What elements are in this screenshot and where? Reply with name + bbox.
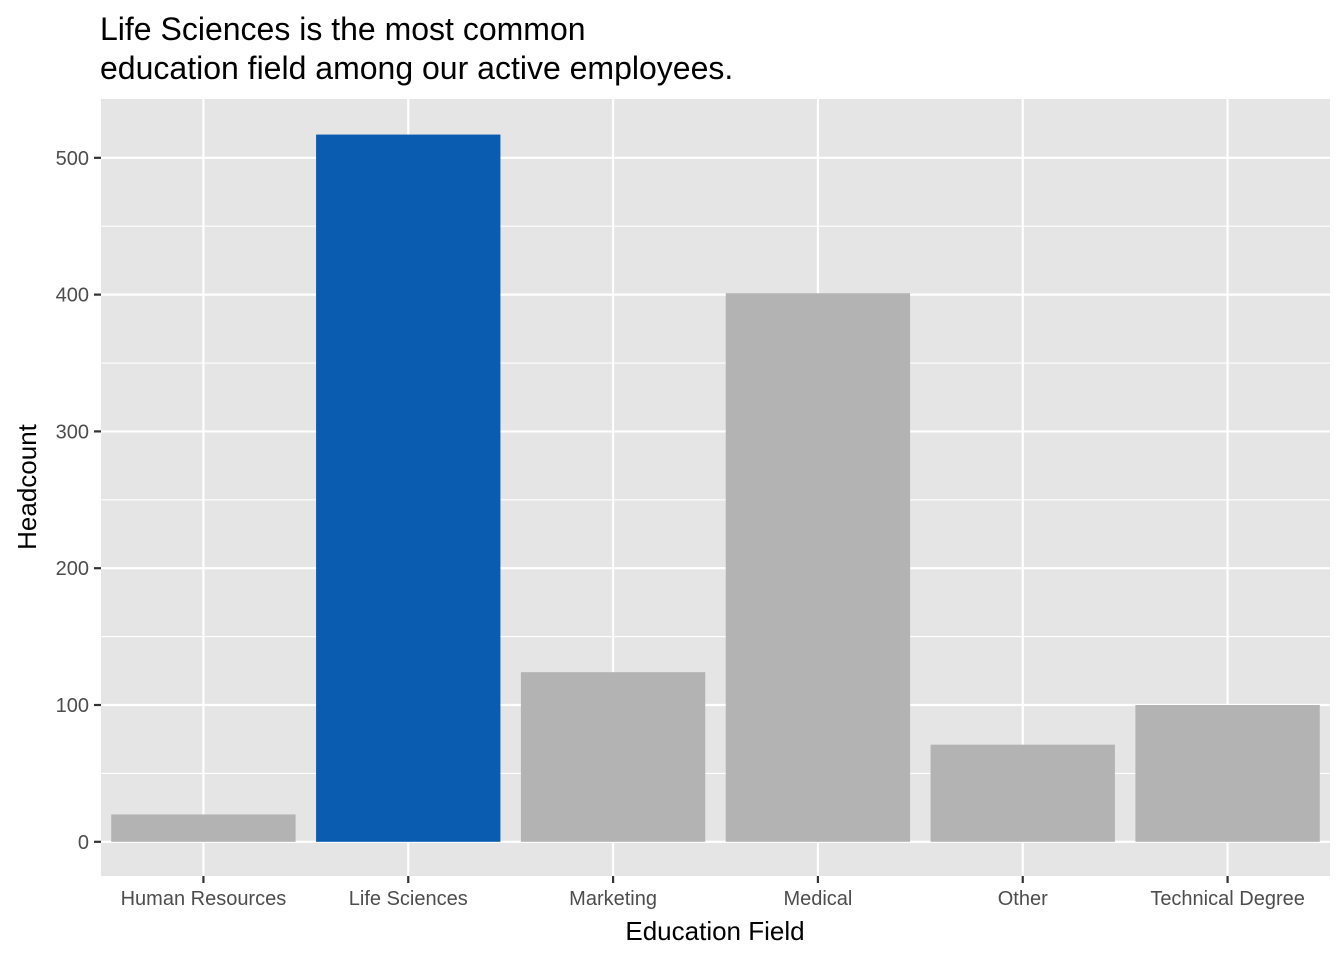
x-tick-label: Marketing (569, 888, 657, 910)
x-axis-title: Education Field (625, 916, 804, 946)
y-tick-label: 400 (56, 285, 89, 307)
bar-life-sciences (316, 134, 501, 842)
chart-title-line-2: education field among our active employe… (100, 50, 733, 86)
bars (111, 134, 1320, 842)
bar-technical-degree (1135, 705, 1320, 842)
x-tick-label: Life Sciences (349, 888, 468, 910)
y-tick-label: 500 (56, 148, 89, 170)
x-tick-label: Human Resources (121, 888, 287, 910)
axis-ticks: 0 100 200 300 400 500 Human Resources Life Scie… (56, 148, 1305, 910)
bar-marketing (520, 672, 706, 842)
x-tick-label: Other (998, 888, 1048, 910)
y-tick-label: 200 (56, 558, 89, 580)
bar-human-resources (111, 814, 296, 842)
x-tick-label: Technical Degree (1150, 888, 1305, 910)
plot-panel (101, 99, 1330, 876)
chart-title-line-1: Life Sciences is the most common (100, 11, 586, 47)
y-tick-label: 100 (56, 695, 89, 717)
y-axis-title: Headcount (12, 423, 42, 550)
y-tick-label: 0 (78, 832, 89, 854)
y-tick-label: 300 (56, 421, 89, 443)
bar-other (930, 744, 1115, 842)
x-tick-label: Medical (783, 888, 852, 910)
bar-medical (725, 293, 911, 842)
